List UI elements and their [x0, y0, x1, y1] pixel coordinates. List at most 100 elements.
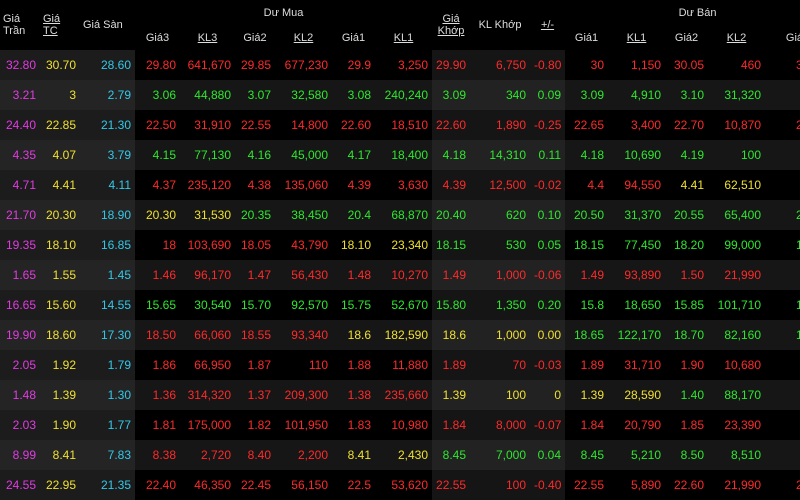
board-cell: 3,630	[397, 178, 429, 192]
board-cell: 20,790	[624, 418, 662, 432]
board-row: 8.99 8.41 7.83 8.38 2,720 8.40 2,200 8.41 2,430 8…	[0, 440, 800, 470]
column-header: Giá Sàn	[83, 19, 123, 31]
board-cell: 209,300	[275, 380, 332, 410]
board-row: 24.55 22.95 21.35 22.40 46,350 22.45 56,150 22.…	[0, 470, 800, 500]
board-cell: 82,160	[708, 320, 766, 350]
board-cell: 0.10	[530, 200, 566, 230]
board-cell: 1.49	[565, 260, 609, 290]
board-cell: 1.39	[432, 380, 471, 410]
board-cell: 5,210	[608, 440, 666, 470]
column-header: KL Khớp	[478, 19, 522, 31]
board-cell: 4.39	[432, 170, 471, 200]
board-cell: 235,660	[375, 380, 433, 410]
board-cell: 1.84	[432, 410, 471, 440]
board-row: 2.03 1.90 1.77 1.81 175,000 1.82 101,950 1.83 10…	[0, 410, 800, 440]
column-header: Giá TC	[43, 13, 61, 37]
board-cell: 8.50	[665, 440, 709, 470]
board-row: 4.35 4.07 3.79 4.15 77,130 4.16 45,000 4.17 18,4…	[0, 140, 800, 170]
board-cell: -0.80	[530, 50, 566, 80]
board-cell: 641,670	[187, 58, 231, 72]
board-cell: 1.38	[332, 380, 375, 410]
board-cell: 1.81	[152, 418, 176, 432]
board-cell: 460	[740, 58, 762, 72]
board-cell: 1.89	[432, 350, 471, 380]
board-cell: 1.86	[152, 358, 176, 372]
board-cell: 101,950	[284, 418, 328, 432]
board-cell: 1.50	[665, 260, 709, 290]
board-cell: 66,060	[180, 320, 235, 350]
board-cell: 22.55	[240, 118, 271, 132]
board-cell: 31,320	[708, 80, 766, 110]
board-cell: 4.42	[765, 170, 800, 200]
board-row: 3.21 3 2.79 3.06 44,880 3.07 32,580 3.08 240,240…	[0, 80, 800, 110]
board-cell: 4.16	[235, 140, 275, 170]
board-cell: 20.60	[765, 200, 800, 230]
board-cell: -0.02	[530, 170, 566, 200]
board-cell: 10,980	[391, 418, 429, 432]
board-cell: 77,450	[624, 238, 662, 252]
board-cell: 10,270	[375, 260, 433, 290]
board-cell: 21.30	[80, 110, 135, 140]
board-cell: 24.55	[0, 470, 40, 500]
header-row: Giá3 KL3 Giá2 KL2 Giá1 KL1 Giá1 KL1 Giá2 KL2 Giá3	[0, 25, 800, 50]
board-cell: 1,000	[470, 260, 531, 290]
board-cell: 18.05	[240, 238, 271, 252]
board-row: 2.05 1.92 1.79 1.86 66,950 1.87 110 1.88 11,880 1…	[0, 350, 800, 380]
board-cell: 1,350	[470, 290, 531, 320]
board-cell: 22.55	[432, 470, 471, 500]
board-cell: 15.75	[340, 298, 371, 312]
board-cell: 10,870	[724, 118, 762, 132]
board-cell: 62,510	[724, 178, 762, 192]
board-cell: 110	[308, 358, 328, 372]
board-cell: 2.03	[0, 410, 40, 440]
board-cell: 22.50	[145, 118, 176, 132]
board-cell: 15.60	[40, 290, 80, 320]
board-cell: 4.15	[135, 140, 180, 170]
board-cell: 3	[40, 80, 80, 110]
board-cell: 22.45	[240, 478, 271, 492]
column-header: Giá2	[674, 31, 699, 44]
board-cell: 30	[590, 58, 605, 72]
board-cell: 31,370	[608, 200, 666, 230]
board-cell: 18.15	[432, 230, 471, 260]
column-header: Dư Mua	[263, 6, 304, 19]
board-cell: 53,620	[391, 478, 429, 492]
board-cell: 8,510	[708, 440, 766, 470]
board-cell: 56,150	[291, 478, 328, 492]
board-cell: 15.65	[145, 298, 176, 312]
board-cell: 22.60	[340, 118, 371, 132]
board-cell: 3.11	[765, 80, 800, 110]
board-cell: 29.80	[145, 58, 176, 72]
board-cell: 3.79	[80, 140, 135, 170]
board-row: 16.65 15.60 14.55 15.65 30,540 15.70 92,570 15.…	[0, 290, 800, 320]
board-cell: 4,910	[608, 80, 666, 110]
board-cell: 93,890	[608, 260, 666, 290]
board-cell: 4.39	[347, 178, 371, 192]
board-cell: 20.4	[332, 200, 375, 230]
board-cell: 18.60	[40, 320, 80, 350]
board-cell: 8.41	[332, 440, 375, 470]
board-cell: 1.77	[80, 410, 135, 440]
board-row: 1.65 1.55 1.45 1.46 96,170 1.47 56,430 1.48 10,2…	[0, 260, 800, 290]
board-cell: 18.65	[565, 320, 609, 350]
board-row: 4.71 4.41 4.11 4.37 235,120 4.38 135,060 4.39 3,…	[0, 170, 800, 200]
board-cell: 175,000	[187, 418, 231, 432]
board-cell: 30.10	[796, 58, 800, 72]
board-cell: 6,750	[470, 50, 531, 80]
board-cell: 8.45	[432, 440, 471, 470]
board-cell: 100	[470, 380, 531, 410]
board-cell: 620	[470, 200, 531, 230]
board-cell: 16.85	[80, 230, 135, 260]
board-cell: 38,450	[275, 200, 332, 230]
board-cell: 70	[470, 350, 531, 380]
board-cell: 3.09	[565, 80, 609, 110]
board-cell: 101,710	[717, 298, 762, 312]
board-cell: 93,340	[275, 320, 332, 350]
board-cell: 31,910	[194, 118, 231, 132]
board-cell: 92,570	[291, 298, 328, 312]
board-cell: -0.25	[530, 110, 566, 140]
board-cell: 28.60	[80, 50, 135, 80]
board-cell: 2.79	[80, 80, 135, 110]
board-cell: 96,170	[180, 260, 235, 290]
